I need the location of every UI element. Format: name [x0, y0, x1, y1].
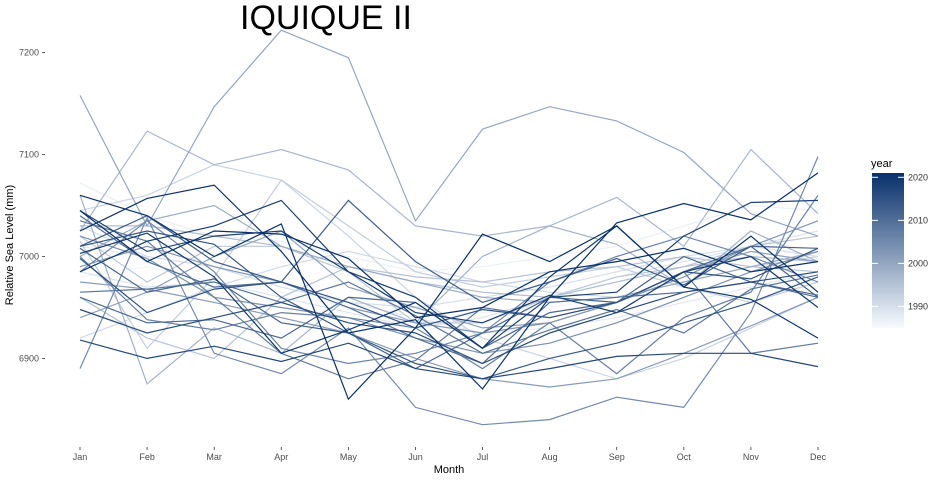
legend-ticks: 1990 2000 2010 2020 — [872, 172, 928, 311]
x-tick-label: Jul — [477, 452, 489, 462]
series-line-2015 — [79, 247, 819, 329]
x-tick-label: Oct — [677, 452, 692, 462]
x-tick-label: Dec — [810, 452, 827, 462]
series-line-1990 — [79, 225, 819, 309]
x-tick-label: Jun — [408, 452, 423, 462]
series-line-1999 — [79, 204, 819, 304]
series-line-2023 — [79, 210, 819, 319]
series-line-2012 — [79, 247, 819, 370]
series-line-2017 — [79, 339, 819, 380]
x-tick-label: Feb — [139, 452, 155, 462]
y-tick-label: 7200 — [19, 48, 39, 58]
series-line-2018 — [79, 199, 819, 350]
x-tick-label: Mar — [206, 452, 222, 462]
series-line-2000 — [79, 29, 819, 237]
series-line-1987 — [79, 182, 819, 273]
y-axis: 6900 7000 7100 7200 — [19, 48, 45, 363]
series-line-2004 — [79, 235, 819, 354]
chart-title: IQUIQUE II — [240, 0, 412, 37]
series-line-2002 — [79, 281, 819, 388]
series-line-2020 — [79, 225, 819, 354]
x-axis-label: Month — [434, 464, 465, 476]
series-line-1995 — [79, 255, 819, 360]
legend-title: year — [871, 158, 893, 170]
x-axis: Jan Feb Mar Apr May Jun Jul Aug Sep Oct Nov Dec — [73, 447, 827, 462]
x-tick-label: Jan — [73, 452, 88, 462]
series-line-1996 — [80, 225, 819, 298]
legend-color-bar — [872, 173, 904, 328]
series-line-2014 — [79, 230, 819, 380]
series-line-2021 — [79, 172, 819, 390]
x-tick-label: Aug — [542, 452, 558, 462]
series-line-2006 — [79, 220, 819, 365]
series-line-2016 — [79, 271, 819, 365]
y-tick-label: 7100 — [19, 150, 39, 160]
x-tick-label: Apr — [274, 452, 288, 462]
legend-tick-label: 2020 — [908, 172, 928, 182]
series-line-2005 — [79, 156, 819, 426]
series-line-2022 — [79, 194, 819, 401]
series-line-2019 — [79, 199, 819, 324]
x-tick-label: Sep — [609, 452, 625, 462]
x-tick-label: May — [340, 452, 358, 462]
y-axis-label: Relative Sea Level (mm) — [4, 185, 16, 305]
legend-tick-label: 2010 — [908, 215, 928, 225]
x-tick-label: Nov — [743, 452, 760, 462]
legend-tick-label: 2000 — [908, 258, 928, 268]
y-tick-label: 7000 — [19, 252, 39, 262]
series-layer — [79, 29, 819, 426]
color-legend: year 1990 2000 2010 2020 — [871, 158, 928, 328]
legend-tick-label: 1990 — [908, 301, 928, 311]
y-tick-label: 6900 — [19, 353, 39, 363]
